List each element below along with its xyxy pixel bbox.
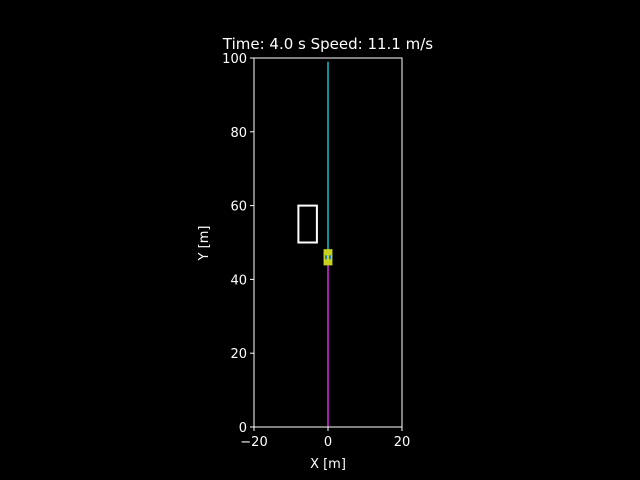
y-tick-label: 100 <box>222 52 247 67</box>
y-tick-label: 60 <box>230 200 247 215</box>
vehicle-marker-right <box>329 255 331 260</box>
vehicle-marker-left <box>325 255 327 260</box>
y-tick-label: 40 <box>230 273 247 288</box>
x-tick-label: −20 <box>240 435 267 450</box>
vehicle-layer <box>323 249 333 266</box>
vehicle-body <box>323 249 333 266</box>
y-tick-label: 0 <box>239 421 247 436</box>
x-tick-label: 0 <box>324 435 332 450</box>
y-tick-label: 20 <box>230 347 247 362</box>
x-axis-ticks: −20 0 20 <box>240 427 410 450</box>
y-axis-ticks: 0 20 40 60 80 100 <box>222 52 254 436</box>
x-axis-label: X [m] <box>310 457 346 472</box>
y-tick-label: 80 <box>230 126 247 141</box>
obstacle-layer <box>297 204 318 244</box>
y-axis-label: Y [m] <box>197 226 212 262</box>
obstacle-box <box>297 204 318 244</box>
chart-title: Time: 4.0 s Speed: 11.1 m/s <box>222 35 433 53</box>
x-tick-label: 20 <box>394 435 411 450</box>
